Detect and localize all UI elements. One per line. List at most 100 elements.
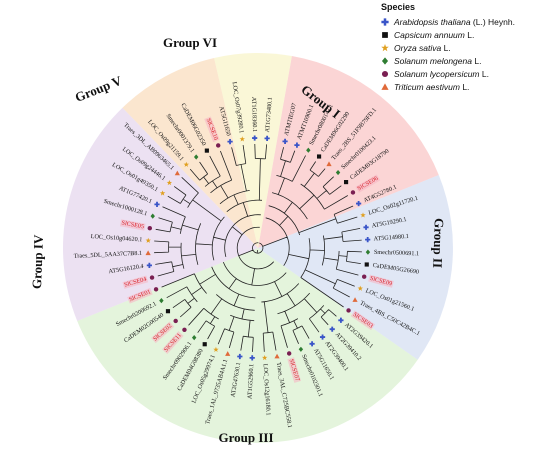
leaf-highlight [151,321,175,344]
leaf-marker-cross [363,224,369,230]
leaf-marker-triangle [145,250,151,256]
group-sectors [62,53,453,443]
leaf-marker-cross [365,237,371,243]
legend-label: Oryza sativa L. [394,42,451,53]
legend-cross-icon [381,17,389,26]
leaf-marker-square [364,262,369,267]
leaf-marker-star [166,179,173,186]
leaf-label: Traes_5DL_5AA37C7B8.1 [74,250,143,260]
leaf-label: Smechr0500691.1 [374,249,419,258]
group-label: Group VI [163,35,217,50]
leaf-marker-circle [149,275,155,280]
legend-item: Oryza sativa L. [378,41,548,54]
group-sector-2 [258,175,453,360]
leaf-highlight [122,275,149,289]
leaf-marker-star [357,285,363,291]
leaf-label: AT1G73480.1 [264,97,274,133]
leaf-marker-square [343,180,349,185]
leaf-marker-diamond [298,346,304,352]
leaf-marker-circle [361,274,367,279]
legend-diamond-icon [381,56,389,65]
diamond-icon [381,56,389,65]
leaf-marker-cross [282,138,288,144]
leaf-marker-circle [182,327,187,333]
leaf-marker-triangle [225,351,231,356]
group-label: Group IV [29,234,46,289]
star-icon [381,43,389,51]
leaf-marker-circle [286,351,292,356]
leaf-markers [145,135,371,361]
tree-branches [154,143,362,352]
leaf-marker-triangle [326,161,332,167]
leaf-highlight [127,287,153,304]
legend-triangle-icon [381,82,389,90]
leaf-highlight [368,274,394,288]
legend-item: Triticum aestivum L. [378,80,548,93]
leaf-marker-diamond [191,334,197,341]
leaf-label: AT1G52960.1 [246,364,255,400]
group-label: Group III [218,430,273,445]
leaf-marker-cross [227,139,233,145]
leaf-marker-square [165,309,171,314]
leaf-marker-cross [252,135,258,141]
leaf-highlight [350,310,376,331]
leaf-marker-cross [309,341,315,347]
leaf-marker-cross [249,355,255,361]
cross-icon [381,17,389,26]
leaf-marker-diamond [150,213,155,219]
leaf-marker-cross [319,334,326,340]
leaf-highlight [162,331,184,355]
leaf-marker-circle [147,225,153,231]
tree-branch-lines [154,143,362,352]
group-sector-1 [258,56,439,248]
leaf-marker-diamond [306,147,311,153]
leaf-marker-star [159,190,166,196]
leaf-marker-diamond [193,154,199,160]
legend-label: Solanum melongena L. [394,55,482,66]
legend-square-icon [382,31,388,38]
leaf-marker-square [316,154,322,159]
legend-item: Arabidopsis thaliana (L.) Heynh. [378,15,548,28]
leaf-marker-circle [350,190,356,195]
group-sector-3 [77,248,418,443]
leaf-label: LOC_Os10g04620.1 [90,233,142,243]
legend-circle-icon [381,70,389,77]
leaf-highlight [287,357,302,383]
leaf-marker-star [145,237,151,243]
group-sector-4 [62,107,258,321]
legend-label: Capsicum annuum L. [394,29,475,40]
group-label: Group V [73,72,125,104]
leaf-marker-circle [153,287,159,292]
legend-label: Solanum lycopersicum L. [394,68,489,79]
leaf-marker-triangle [274,353,280,359]
leaf-marker-cross [294,142,300,148]
leaf-marker-cross [237,353,243,360]
legend-item: Solanum lycopersicum L. [378,67,548,80]
leaf-marker-cross [154,201,160,207]
leaf-highlight [204,116,220,143]
leaf-marker-cross [146,262,152,268]
legend-label: Triticum aestivum L. [394,81,470,92]
group-label: Group II [430,218,447,268]
group-sector-6 [214,53,292,248]
leaf-marker-triangle [174,170,180,176]
leaf-highlight [119,219,146,231]
leaf-marker-cross [264,135,270,141]
legend-item: Capsicum annuum L. [378,28,548,41]
legend-label: Arabidopsis thaliana (L.) Heynh. [394,16,515,27]
leaf-label: AT5G14980.1 [373,233,409,243]
leaf-marker-star [239,136,245,142]
leaf-marker-star [360,212,366,218]
leaf-marker-circle [215,143,221,148]
leaf-marker-cross [329,326,335,332]
leaf-marker-diamond [159,298,164,304]
leaf-marker-star [183,161,190,167]
circle-icon [381,70,389,77]
leaf-highlight [355,174,381,193]
leaf-marker-circle [346,308,351,313]
legend-item: Solanum melongena L. [378,54,548,67]
leaf-label: SlCSE05 [121,219,145,230]
leaf-marker-diamond [365,249,371,255]
legend-star-icon [381,43,389,51]
